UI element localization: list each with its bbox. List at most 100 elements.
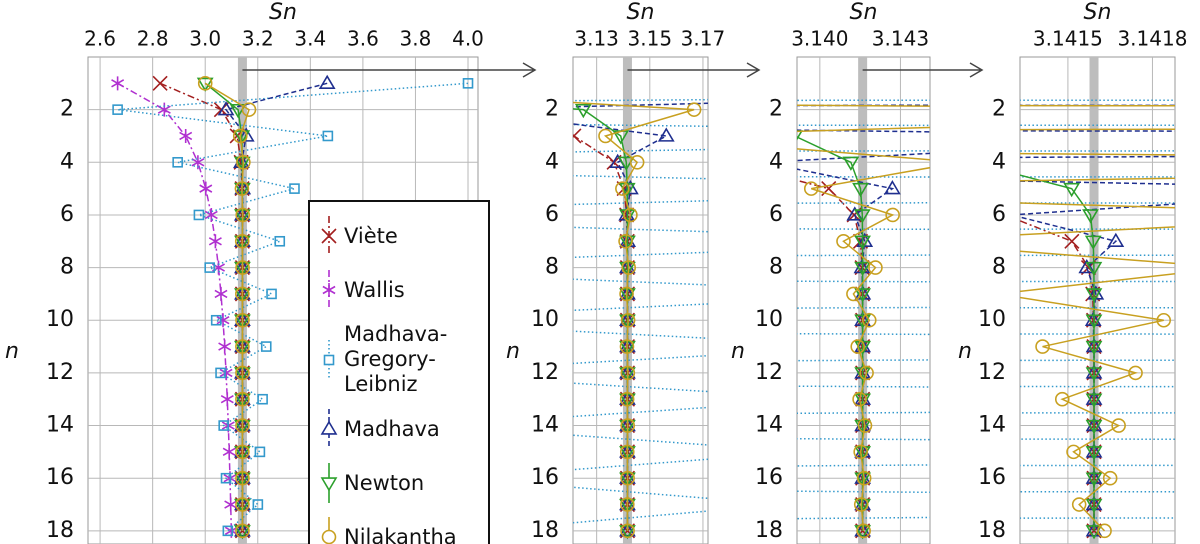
y-tick-label: 14 [978, 413, 1006, 438]
x-tick-label: 3.6 [347, 27, 379, 51]
marker [322, 283, 336, 297]
marker [1085, 393, 1103, 408]
marker [218, 339, 232, 354]
series-line [797, 136, 864, 531]
marker [197, 76, 213, 91]
plot [48, 57, 1010, 544]
marker [686, 102, 702, 117]
marker [260, 341, 272, 352]
marker [236, 154, 251, 170]
legend-icon [320, 409, 338, 449]
legend-entry: Madhava-Gregory-Leibniz [314, 322, 488, 397]
marker [857, 418, 873, 433]
x-tick-label: 3.2 [242, 27, 274, 51]
marker [620, 312, 636, 328]
marker [1085, 498, 1103, 514]
y-tick-label: 6 [545, 202, 559, 227]
marker [1066, 444, 1081, 460]
marker [1107, 232, 1125, 247]
marker [48, 129, 60, 143]
marker [620, 365, 636, 381]
marker [846, 286, 861, 302]
marker [853, 209, 871, 224]
marker [503, 498, 515, 512]
marker [1085, 340, 1103, 356]
marker [196, 77, 214, 92]
y-tick-label: 14 [755, 413, 783, 438]
marker [496, 471, 508, 485]
marker [617, 156, 635, 171]
marker [257, 393, 268, 405]
marker [854, 261, 872, 277]
x-tick-label: 3.0 [189, 27, 221, 51]
y-tick-label: 8 [992, 255, 1006, 280]
y-tick-label: 8 [60, 255, 74, 280]
y-tick-label: 12 [46, 360, 74, 385]
marker [620, 523, 635, 539]
marker [856, 523, 871, 539]
marker [885, 207, 900, 223]
marker [235, 286, 250, 302]
marker [854, 522, 872, 537]
marker [234, 522, 251, 537]
marker [836, 233, 851, 249]
marker [854, 498, 872, 514]
marker [549, 182, 562, 195]
marker [321, 228, 337, 244]
marker [218, 420, 229, 431]
marker [854, 314, 872, 329]
marker [1082, 209, 1099, 224]
marker [152, 75, 168, 91]
marker [215, 367, 226, 379]
series-line [204, 82, 250, 531]
marker [621, 260, 637, 275]
y-tick-label: 18 [755, 518, 783, 543]
marker [222, 444, 236, 459]
legend-icon [321, 216, 337, 256]
legend-entry: Nilakantha [314, 515, 488, 544]
x-axis-title: Sn [850, 0, 878, 25]
marker [1156, 312, 1172, 328]
marker [797, 130, 804, 141]
marker [111, 76, 125, 91]
marker [235, 418, 250, 433]
marker [720, 155, 734, 169]
marker [1001, 237, 1010, 246]
series-line [797, 104, 930, 531]
marker [1102, 470, 1118, 486]
marker [615, 181, 630, 196]
marker [216, 313, 230, 328]
marker [232, 128, 248, 144]
arrow [242, 62, 537, 78]
marker [320, 477, 338, 492]
x-tick-label: 3.1415 [1033, 27, 1103, 51]
marker [229, 103, 247, 119]
marker [1084, 235, 1102, 250]
y-tick-label: 14 [46, 413, 74, 438]
x-tick-label: 3.15 [628, 27, 673, 51]
plot [88, 57, 478, 544]
y-tick-label: 10 [755, 307, 783, 332]
y-tick-label: 18 [531, 518, 559, 543]
y-tick-label: 12 [755, 360, 783, 385]
marker [859, 365, 874, 381]
legend-label: Viète [344, 223, 398, 248]
marker [1085, 446, 1103, 461]
y-tick-label: 12 [531, 360, 559, 385]
marker [619, 522, 636, 537]
marker [573, 128, 582, 144]
x-tick-label: 2.6 [84, 27, 116, 51]
x-tick-label: 3.8 [400, 27, 432, 51]
marker [1085, 288, 1103, 303]
marker [618, 233, 633, 249]
y-tick-label: 6 [992, 202, 1006, 227]
y-tick-label: 6 [60, 202, 74, 227]
y-tick-label: 4 [992, 149, 1006, 174]
y-tick-label: 10 [531, 307, 559, 332]
y-tick-label: 10 [46, 307, 74, 332]
legend-icon [320, 463, 338, 503]
marker [620, 418, 635, 433]
marker [779, 500, 788, 509]
marker [1063, 182, 1081, 198]
x-tick-label: 2.8 [137, 27, 169, 51]
